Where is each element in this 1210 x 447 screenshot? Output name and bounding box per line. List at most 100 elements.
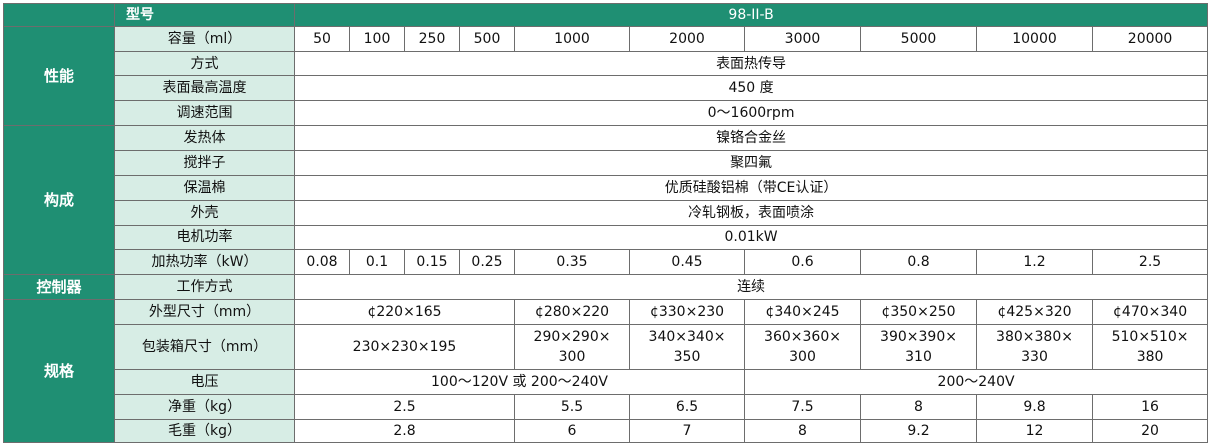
row-value: 聚四氟 <box>293 149 1209 176</box>
spec-table: 型号 98-II-B 性能 容量（ml） 50 100 250 500 1000… <box>3 3 1209 443</box>
box-size-line: 300 <box>789 349 816 366</box>
outer-size-cell: ¢470×340 <box>1091 299 1209 325</box>
box-size-cell: 230×230×195 <box>294 323 515 371</box>
row-value: 镍铬合金丝 <box>293 125 1209 151</box>
capacity-cell: 100 <box>349 25 405 52</box>
row-label: 调速范围 <box>114 100 295 127</box>
row-value: 450 度 <box>293 75 1209 102</box>
row-value: 连续 <box>293 274 1209 301</box>
category-controller: 控制器 <box>3 274 115 301</box>
heat-power-cell: 0.25 <box>459 249 515 276</box>
box-size-cell: 290×290× 300 <box>514 323 630 371</box>
capacity-cell: 20000 <box>1091 25 1209 52</box>
box-size-line: 510×510× <box>1111 329 1189 346</box>
table-row: 性能 容量（ml） 50 100 250 500 1000 2000 3000 … <box>3 25 1209 127</box>
net-weight-cell: 9.8 <box>976 394 1093 421</box>
box-size-cell: 390×390× 310 <box>860 323 977 371</box>
capacity-cell: 500 <box>459 25 515 52</box>
net-weight-cell: 7.5 <box>744 394 861 421</box>
box-size-cell: 360×360× 300 <box>744 323 861 371</box>
heat-power-cell: 0.1 <box>349 249 405 276</box>
net-weight-cell: 6.5 <box>629 394 745 421</box>
box-size-line: 300 <box>558 349 586 366</box>
category-specification: 规格 <box>3 299 115 443</box>
row-label: 搅拌子 <box>114 149 295 176</box>
gross-weight-cell: 7 <box>629 419 745 443</box>
box-size-line: 350 <box>673 349 701 366</box>
row-label: 加热功率（kW） <box>114 249 295 276</box>
capacity-cell: 2000 <box>629 25 745 52</box>
heat-power-cell: 0.08 <box>294 249 350 276</box>
outer-size-cell: ¢330×230 <box>629 299 745 325</box>
header-spacer <box>3 3 115 27</box>
gross-weight-cell: 2.8 <box>294 419 515 443</box>
table-row: 控制器 工作方式 连续 <box>3 274 1209 301</box>
table-row: 调速范围 0～1600rpm <box>4 100 1209 127</box>
table-row: 外壳 冷轧钢板，表面喷涂 <box>4 199 1209 226</box>
outer-size-cell: ¢340×245 <box>744 299 861 325</box>
box-size-cell: 380×380× 330 <box>976 323 1093 371</box>
category-performance: 性能 <box>3 25 115 127</box>
row-label: 工作方式 <box>114 274 295 301</box>
table-row: 加热功率（kW） 0.08 0.1 0.15 0.25 0.35 0.45 0.… <box>4 249 1209 276</box>
row-value: 0.01kW <box>293 224 1209 251</box>
table-row: 电机功率 0.01kW <box>4 224 1209 251</box>
box-size-cell: 340×340× 350 <box>629 323 745 371</box>
table-row: 净重（kg） 2.5 5.5 6.5 7.5 8 9.8 16 <box>4 394 1209 421</box>
table-row: 表面最高温度 450 度 <box>4 75 1209 102</box>
table-row: 毛重（kg） 2.8 6 7 8 9.2 12 20 <box>4 419 1209 443</box>
model-value: 98-II-B <box>293 3 1209 27</box>
box-size-line: 360×360× <box>764 329 841 346</box>
row-label: 发热体 <box>114 125 295 151</box>
row-label: 方式 <box>114 50 295 77</box>
outer-size-cell: ¢220×165 <box>294 299 515 325</box>
row-label: 净重（kg） <box>114 394 295 421</box>
net-weight-cell: 16 <box>1091 394 1209 421</box>
capacity-cell: 250 <box>404 25 460 52</box>
row-value: 表面热传导 <box>293 50 1209 77</box>
row-label: 容量（ml） <box>114 25 295 52</box>
heat-power-cell: 0.6 <box>744 249 861 276</box>
category-composition: 构成 <box>3 125 115 276</box>
box-size-cell: 510×510× 380 <box>1091 323 1209 371</box>
box-size-line: 230×230×195 <box>352 339 457 356</box>
table-row: 保温棉 优质硅酸铝棉（带CE认证） <box>4 174 1209 201</box>
row-label: 电压 <box>114 369 295 396</box>
table-row: 方式 表面热传导 <box>4 50 1209 77</box>
table-row: 构成 发热体 镍铬合金丝 <box>3 125 1209 276</box>
heat-power-cell: 0.35 <box>514 249 630 276</box>
capacity-cell: 3000 <box>744 25 861 52</box>
heat-power-cell: 0.8 <box>860 249 977 276</box>
heat-power-cell: 1.2 <box>976 249 1093 276</box>
box-size-line: 380×380× <box>996 329 1073 346</box>
outer-size-cell: ¢425×320 <box>976 299 1093 325</box>
box-size-line: 340×340× <box>648 329 726 346</box>
gross-weight-cell: 8 <box>744 419 861 443</box>
box-size-line: 310 <box>905 349 932 366</box>
row-label: 外壳 <box>114 199 295 226</box>
row-label: 表面最高温度 <box>114 75 295 102</box>
row-label: 电机功率 <box>114 224 295 251</box>
model-label: 型号 <box>114 3 295 27</box>
outer-size-cell: ¢280×220 <box>514 299 630 325</box>
row-label: 包装箱尺寸（mm） <box>114 323 295 371</box>
box-size-line: 380 <box>1136 349 1164 366</box>
capacity-cell: 1000 <box>514 25 630 52</box>
row-value: 0～1600rpm <box>293 100 1209 127</box>
net-weight-cell: 8 <box>860 394 977 421</box>
row-label: 毛重（kg） <box>114 419 295 443</box>
table-row: 电压 100～120V 或 200～240V 200～240V <box>4 369 1209 396</box>
net-weight-cell: 2.5 <box>294 394 515 421</box>
outer-size-cell: ¢350×250 <box>860 299 977 325</box>
gross-weight-cell: 20 <box>1091 419 1209 443</box>
row-value: 冷轧钢板，表面喷涂 <box>293 199 1209 226</box>
box-size-line: 330 <box>1021 349 1048 366</box>
table-row: 规格 外型尺寸（mm） ¢220×165 ¢280×220 ¢330×230 ¢… <box>3 299 1209 443</box>
heat-power-cell: 2.5 <box>1091 249 1209 276</box>
row-value: 优质硅酸铝棉（带CE认证） <box>293 174 1209 201</box>
capacity-cell: 50 <box>294 25 350 52</box>
capacity-cell: 5000 <box>860 25 977 52</box>
net-weight-cell: 5.5 <box>514 394 630 421</box>
gross-weight-cell: 9.2 <box>860 419 977 443</box>
table-row: 搅拌子 聚四氟 <box>4 149 1209 176</box>
